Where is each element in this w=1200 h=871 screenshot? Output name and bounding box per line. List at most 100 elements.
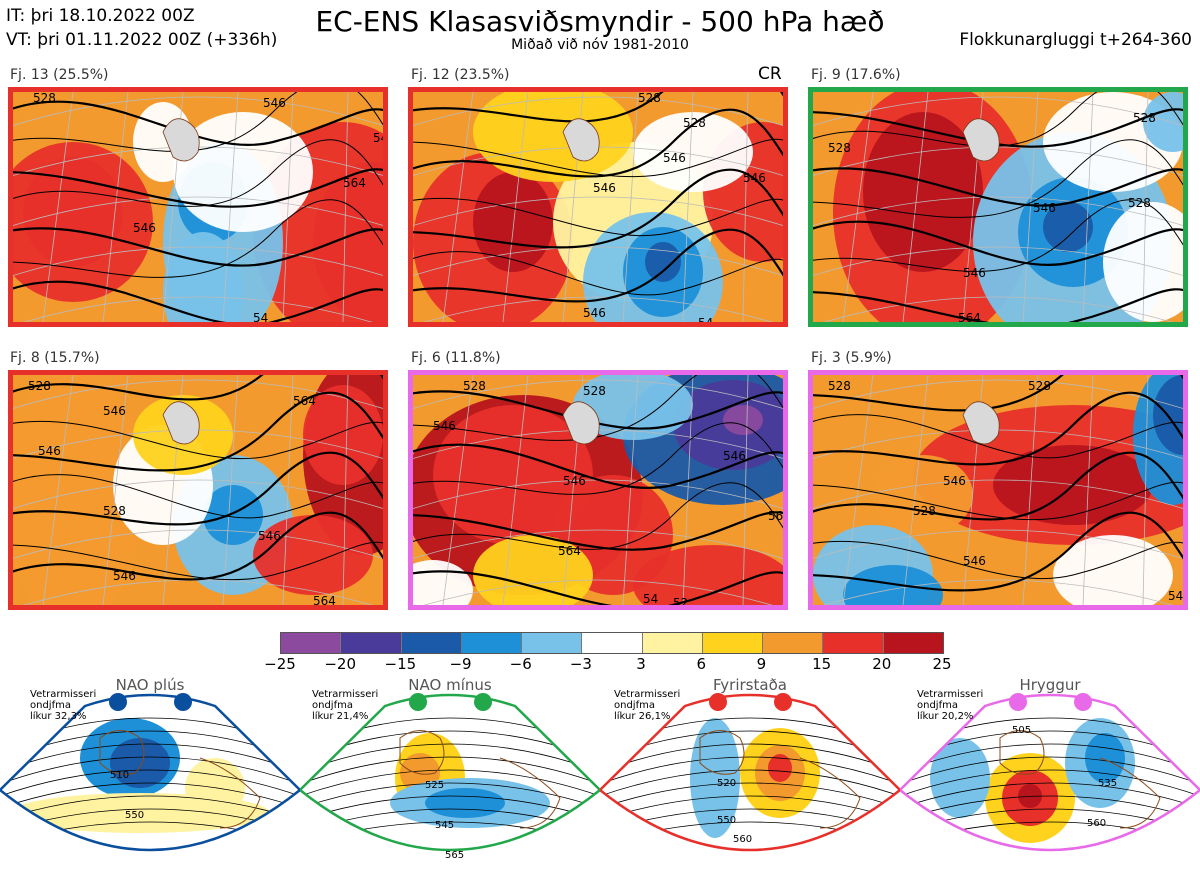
contour-label: 528 <box>1128 196 1151 210</box>
cluster-map-9: 528 528 546 546 564 528 54 <box>808 87 1188 327</box>
contour-label: 528 <box>1028 379 1051 393</box>
contour-label: 528 <box>103 504 126 518</box>
contour-label: 546 <box>433 419 456 433</box>
colorbar-bin <box>341 633 402 653</box>
cluster-map-3: 528 528 546 546 528 54 <box>808 370 1188 610</box>
colorbar-tick: −20 <box>324 655 356 673</box>
colorbar-bin <box>883 633 943 653</box>
contour-label: 546 <box>593 181 616 195</box>
panel-label: Fj. 12 (23.5%) <box>411 67 510 83</box>
colorbar-tick: 20 <box>872 655 892 673</box>
contour-label: 528 <box>28 379 51 393</box>
regime-dot <box>774 693 792 711</box>
panel-label: Fj. 13 (25.5%) <box>10 67 109 83</box>
contour-label: 546 <box>263 96 286 110</box>
contour-label: 550 <box>717 815 736 826</box>
map-graphic: 528546528546546564564546582 <box>13 375 383 605</box>
regime-dot <box>109 693 127 711</box>
valid-time: VT: þri 01.11.2022 00Z (+336h) <box>6 30 278 50</box>
regime-map: 505 535 560 <box>900 693 1200 852</box>
contour-label: 564 <box>313 594 336 605</box>
contour-label: 525 <box>425 780 444 791</box>
panel-label: Fj. 9 (17.6%) <box>811 67 901 83</box>
regime-title: Fyrirstaða <box>713 676 787 694</box>
regime-ridge: 505 535 560 <box>900 678 1200 871</box>
regime-map: 520 550 560 <box>600 693 900 852</box>
contour-label: 528 <box>828 379 851 393</box>
contour-label: 535 <box>1098 778 1117 789</box>
regime-dot <box>174 693 192 711</box>
contour-label: 54 <box>1168 589 1183 603</box>
regime-nao-minus: 525 545 565 <box>300 678 600 871</box>
colorbar-ticks: −25 −20 −15 −9 −6 −3 3 6 9 15 20 25 <box>264 655 951 675</box>
contour-label: 528 <box>33 92 56 105</box>
contour-label: 54 <box>1143 321 1158 322</box>
colorbar-tick: −3 <box>569 655 592 673</box>
header-title-block: EC-ENS Klasasviðsmyndir - 500 hPa hæð Mi… <box>300 6 900 53</box>
regime-title: NAO mínus <box>408 676 492 694</box>
contour-label: 528 <box>828 141 851 155</box>
regime-dot <box>1009 693 1027 711</box>
contour-label: 545 <box>435 820 454 831</box>
regime-dot <box>474 693 492 711</box>
contour-label: 546 <box>103 404 126 418</box>
contour-label: 546 <box>663 151 686 165</box>
contour-label: 550 <box>125 810 144 821</box>
regime-note: Vetrarmisseri ondjfma líkur 20,2% <box>917 689 984 722</box>
colorbar-bin <box>642 633 703 653</box>
header-times: IT: þri 18.10.2022 00Z VT: þri 01.11.202… <box>6 4 277 52</box>
regime-dot <box>709 693 727 711</box>
contour-label: 546 <box>133 221 156 235</box>
colorbar-bin <box>522 633 583 653</box>
regime-note: Vetrarmisseri ondjfma líkur 26,1% <box>614 689 681 722</box>
contour-label: 52 <box>673 596 688 605</box>
contour-label: 564 <box>343 176 366 190</box>
regime-nao-plus: 510 550 <box>0 678 300 871</box>
colorbar-bin <box>461 633 523 653</box>
panel-label: Fj. 3 (5.9%) <box>811 350 892 366</box>
map-graphic: 528 528 546 546 528 54 <box>813 375 1183 605</box>
contour-label: 546 <box>963 266 986 280</box>
colorbar-bin <box>763 633 824 653</box>
regime-blocking: 520 550 560 <box>600 678 900 871</box>
cluster-map-12: 528 528 546 546 546 546 54 <box>408 87 788 327</box>
contour-label: 520 <box>717 778 736 789</box>
contour-label: 560 <box>1087 818 1106 829</box>
colorbar-tick: 25 <box>932 655 952 673</box>
contour-label: 546 <box>1033 201 1056 215</box>
colorbar-bin <box>702 633 764 653</box>
contour-label: 528 <box>913 504 936 518</box>
contour-label: 528 <box>463 379 486 393</box>
panel-label: Fj. 6 (11.8%) <box>411 350 501 366</box>
regime-note: Vetrarmisseri ondjfma líkur 32,3% <box>30 689 97 722</box>
contour-label: 54 <box>643 592 658 605</box>
panel-label: Fj. 8 (15.7%) <box>10 350 100 366</box>
contour-label: 546 <box>563 474 586 488</box>
map-graphic: 528 528 546 546 564 528 54 <box>813 92 1183 322</box>
contour-label: 528 <box>583 384 606 398</box>
contour-label: 546 <box>38 444 61 458</box>
regime-note: Vetrarmisseri ondjfma líkur 21,4% <box>312 689 379 722</box>
regime-map: 525 545 565 <box>300 693 600 861</box>
cluster-map-13: 52854654656454654582 <box>8 87 388 327</box>
contour-label: 546 <box>943 474 966 488</box>
cluster-map-6: 528 546 546 564 528 546 564 54 52 <box>408 370 788 610</box>
contour-label: 560 <box>733 834 752 845</box>
map-graphic: 528 528 546 546 546 546 54 <box>413 92 783 322</box>
contour-label: 564 <box>293 394 316 408</box>
regime-title: NAO plús <box>115 676 185 694</box>
colorbar-bin <box>582 633 643 653</box>
contour-label: 54 <box>253 311 268 322</box>
contour-label: 546 <box>743 171 766 185</box>
colorbar-tick: 9 <box>756 655 767 673</box>
map-graphic: 52854654656454654582 <box>13 92 383 322</box>
colorbar-tick: −6 <box>509 655 532 673</box>
anomaly-colorbar <box>280 632 944 654</box>
colorbar-tick: 6 <box>696 655 707 673</box>
contour-label: 505 <box>1012 725 1031 736</box>
contour-label: 546 <box>113 569 136 583</box>
regime-title: Hryggur <box>1019 676 1081 694</box>
contour-label: 564 <box>958 311 981 322</box>
regime-dot <box>409 693 427 711</box>
contour-label: 546 <box>723 449 746 463</box>
